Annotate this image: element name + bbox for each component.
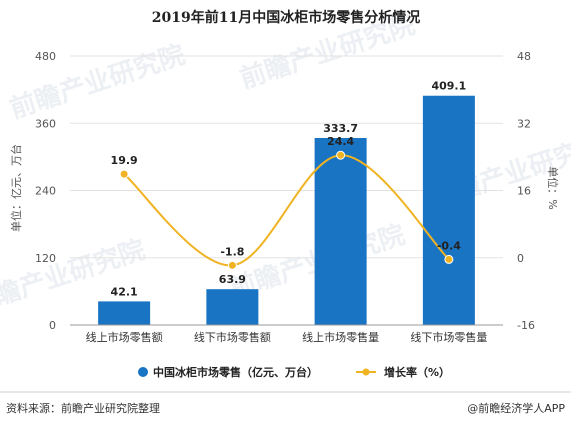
chart-title: 2019年前11月中国冰柜市场零售分析情况: [152, 9, 420, 26]
bar: [98, 301, 151, 325]
x-tick-label: 线下市场零售量: [410, 330, 487, 344]
y2-axis-title: 单位：%: [546, 166, 560, 209]
footer-brand: @前瞻经济学人APP: [467, 401, 565, 415]
line-point: [227, 260, 237, 270]
growth-line: [123, 154, 450, 267]
y2-tick-label: 0: [517, 252, 524, 265]
axes: 0 120 240 360 480 -16 0 16 32 48 线上市场零售额 线下市场零售额 线上市…: [35, 50, 535, 344]
y-tick-label: 0: [49, 319, 56, 332]
legend-line-marker: [362, 368, 370, 376]
y-tick-label: 120: [35, 252, 56, 265]
line-point: [336, 150, 346, 160]
y-axis-title: 单位：亿元、万台: [9, 144, 23, 232]
x-tick-label: 线上市场零售额: [86, 330, 163, 344]
line-point: [119, 169, 129, 179]
y2-tick-label: -16: [517, 319, 535, 332]
line-point: [444, 254, 454, 264]
line-data-label: -1.8: [220, 245, 244, 258]
watermark-text: 前瞻产业研究院: [6, 39, 189, 125]
y2-tick-label: 32: [517, 117, 531, 130]
legend: 中国冰柜市场零售（亿元、万台） 增长率（%）: [138, 365, 450, 379]
y-tick-label: 360: [35, 117, 56, 130]
bar: [422, 95, 475, 325]
line-series: 19.9 -1.8 24.4 -0.4: [111, 135, 461, 270]
legend-bar-marker: [138, 367, 148, 377]
y-tick-label: 480: [35, 50, 56, 63]
bar: [314, 137, 367, 325]
y2-tick-label: 16: [517, 185, 531, 198]
bar: [206, 289, 259, 325]
legend-line-label: 增长率（%）: [384, 365, 450, 379]
y-tick-label: 240: [35, 185, 56, 198]
footer-source: 资料来源：前瞻产业研究院整理: [6, 401, 160, 415]
line-data-label: 19.9: [111, 154, 138, 167]
bar-data-label: 333.7: [323, 122, 358, 135]
bar-data-label: 63.9: [219, 273, 246, 286]
line-data-label: -0.4: [437, 239, 461, 252]
x-tick-label: 线下市场零售额: [194, 330, 271, 344]
legend-bar-label: 中国冰柜市场零售（亿元、万台）: [153, 365, 318, 379]
line-data-label: 24.4: [327, 135, 354, 148]
bar-series: 42.1 63.9 333.7 409.1: [98, 80, 475, 325]
x-tick-label: 线上市场零售量: [302, 330, 379, 344]
bar-data-label: 42.1: [111, 285, 138, 298]
y2-tick-label: 48: [517, 50, 531, 63]
bar-data-label: 409.1: [431, 80, 466, 93]
